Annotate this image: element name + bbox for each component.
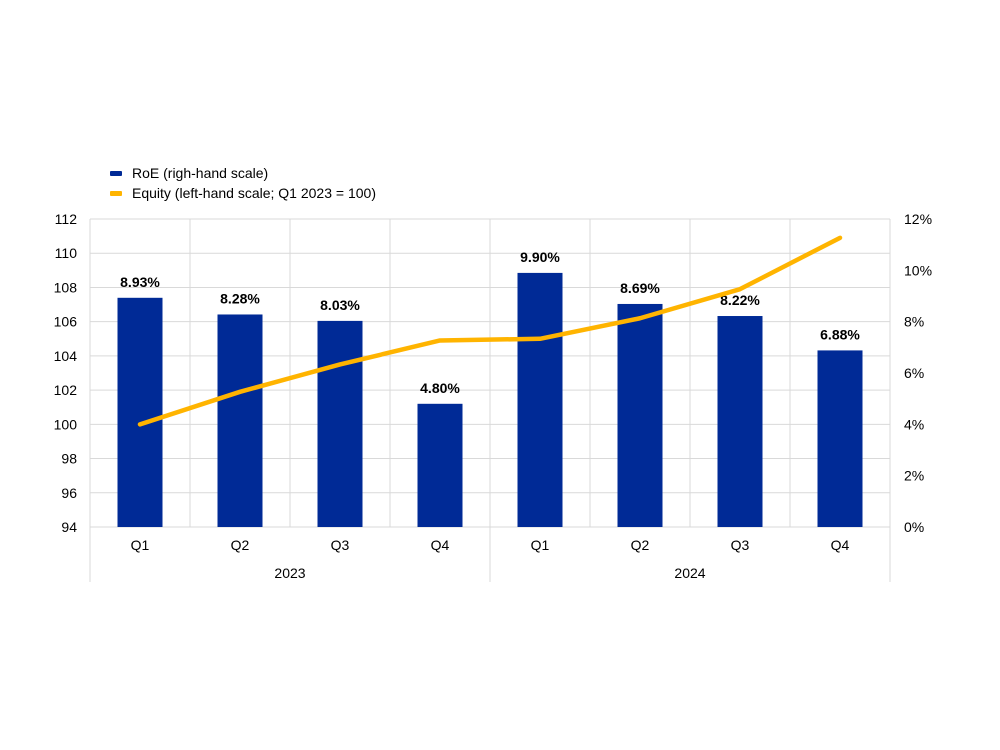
right-axis-tick-label: 0% xyxy=(904,519,924,535)
legend-label-roe: RoE (righ-hand scale) xyxy=(132,165,269,181)
legend-swatch-equity xyxy=(110,190,122,196)
bar-data-label: 6.88% xyxy=(820,326,860,342)
bar-roe xyxy=(217,314,263,527)
right-axis-tick-label: 10% xyxy=(904,262,932,278)
right-axis-tick-label: 12% xyxy=(904,211,932,227)
left-axis-tick-label: 100 xyxy=(54,416,78,432)
left-axis-tick-label: 108 xyxy=(54,279,78,295)
bar-data-label: 8.03% xyxy=(320,297,360,313)
bar-data-label: 8.28% xyxy=(220,290,260,306)
x-axis-group-label: 2024 xyxy=(674,565,705,581)
bar-data-label: 8.69% xyxy=(620,280,660,296)
right-axis-tick-label: 6% xyxy=(904,365,924,381)
left-axis-tick-label: 106 xyxy=(54,314,78,330)
left-axis-tick-label: 104 xyxy=(54,348,78,364)
bar-roe xyxy=(317,320,363,527)
left-axis-tick-label: 96 xyxy=(61,485,77,501)
bar-roe xyxy=(117,297,163,527)
x-axis-category-label: Q4 xyxy=(431,537,450,553)
bar-roe xyxy=(417,403,463,527)
left-axis-tick-label: 110 xyxy=(55,245,78,261)
line-equity xyxy=(137,235,843,427)
bar-data-label: 4.80% xyxy=(420,380,460,396)
x-axis-category-label: Q2 xyxy=(631,537,650,553)
left-axis-tick-label: 98 xyxy=(61,451,77,467)
x-axis-category-label: Q3 xyxy=(331,537,350,553)
left-axis-tick-label: 102 xyxy=(54,382,78,398)
legend-label-equity: Equity (left-hand scale; Q1 2023 = 100) xyxy=(132,185,376,201)
legend-item-equity: Equity (left-hand scale; Q1 2023 = 100) xyxy=(110,183,376,203)
left-axis-tick-label: 94 xyxy=(61,519,77,535)
bar-roe xyxy=(617,303,663,527)
x-axis-category-label: Q1 xyxy=(131,537,150,553)
x-axis-category-label: Q2 xyxy=(231,537,250,553)
legend-item-roe: RoE (righ-hand scale) xyxy=(110,163,376,183)
x-axis-category-label: Q1 xyxy=(531,537,550,553)
bar-data-label: 9.90% xyxy=(520,249,560,265)
x-axis-category-label: Q4 xyxy=(831,537,850,553)
bar-roe xyxy=(817,350,863,527)
left-axis-tick-label: 112 xyxy=(55,211,78,227)
right-axis-tick-label: 2% xyxy=(904,468,924,484)
bar-roe xyxy=(517,272,563,527)
bar-roe xyxy=(717,316,763,527)
x-axis-group-label: 2023 xyxy=(274,565,305,581)
legend-swatch-roe xyxy=(110,170,122,176)
right-axis-tick-label: 4% xyxy=(904,416,924,432)
bar-data-label: 8.22% xyxy=(720,292,760,308)
bar-data-label: 8.93% xyxy=(120,274,160,290)
right-axis-tick-label: 8% xyxy=(904,314,924,330)
x-axis-category-label: Q3 xyxy=(731,537,750,553)
chart-legend: RoE (righ-hand scale) Equity (left-hand … xyxy=(110,163,376,203)
